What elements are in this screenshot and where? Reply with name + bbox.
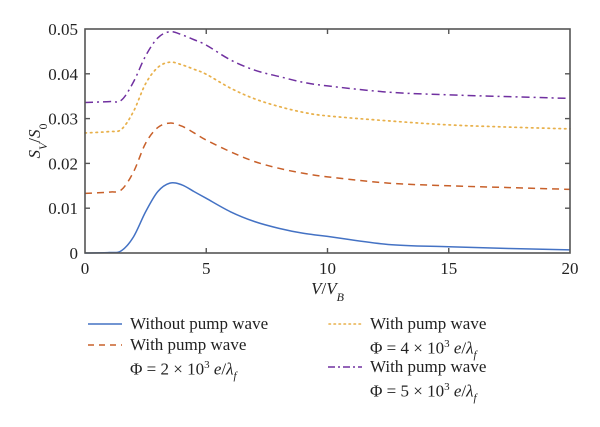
series-line-2 bbox=[84, 61, 571, 134]
y-tick-label: 0.01 bbox=[48, 199, 78, 218]
legend-formula: Φ = 2 × 103 e/λf bbox=[130, 359, 237, 383]
series-layer bbox=[84, 30, 571, 254]
series-line-3 bbox=[84, 30, 571, 104]
legend-swatch-dotted bbox=[328, 323, 363, 325]
y-tick-label: 0.03 bbox=[48, 110, 78, 129]
y-tick-label: 0 bbox=[70, 244, 79, 263]
legend-swatch-dashdot bbox=[328, 366, 362, 368]
y-axis-label: SV/S0 bbox=[25, 123, 50, 158]
legend-swatch-solid bbox=[88, 323, 122, 325]
legend-label: With pump wave bbox=[130, 335, 247, 354]
y-tick-label: 0.05 bbox=[48, 20, 78, 39]
x-tick-label: 20 bbox=[562, 259, 579, 278]
plot-area: 0 5 10 15 20 0 0.01 0.02 0.03 0.04 0.05 bbox=[48, 20, 578, 278]
legend-label: Without pump wave bbox=[130, 314, 269, 333]
legend-swatch-dashed bbox=[88, 344, 122, 346]
axis-labels: V/VB SV/S0 bbox=[25, 123, 345, 304]
legend-label: With pump wave bbox=[370, 357, 487, 376]
y-tick-label: 0.04 bbox=[48, 65, 78, 84]
x-axis-label: V/VB bbox=[311, 279, 345, 304]
y-tick-label: 0.02 bbox=[48, 154, 78, 173]
series-line-0 bbox=[84, 181, 571, 254]
plot-frame bbox=[84, 28, 571, 254]
x-tick-label: 15 bbox=[440, 259, 457, 278]
legend-label: With pump wave bbox=[370, 314, 487, 333]
legend-formula: Φ = 4 × 103 e/λf bbox=[370, 338, 477, 362]
x-tick-label: 0 bbox=[81, 259, 90, 278]
legend-formula: Φ = 5 × 103 e/λf bbox=[370, 381, 477, 405]
x-tick-label: 10 bbox=[319, 259, 336, 278]
x-tick-label: 5 bbox=[202, 259, 211, 278]
series-line-1 bbox=[84, 122, 571, 195]
ticks-layer: 0 5 10 15 20 0 0.01 0.02 0.03 0.04 0.05 bbox=[48, 20, 578, 278]
